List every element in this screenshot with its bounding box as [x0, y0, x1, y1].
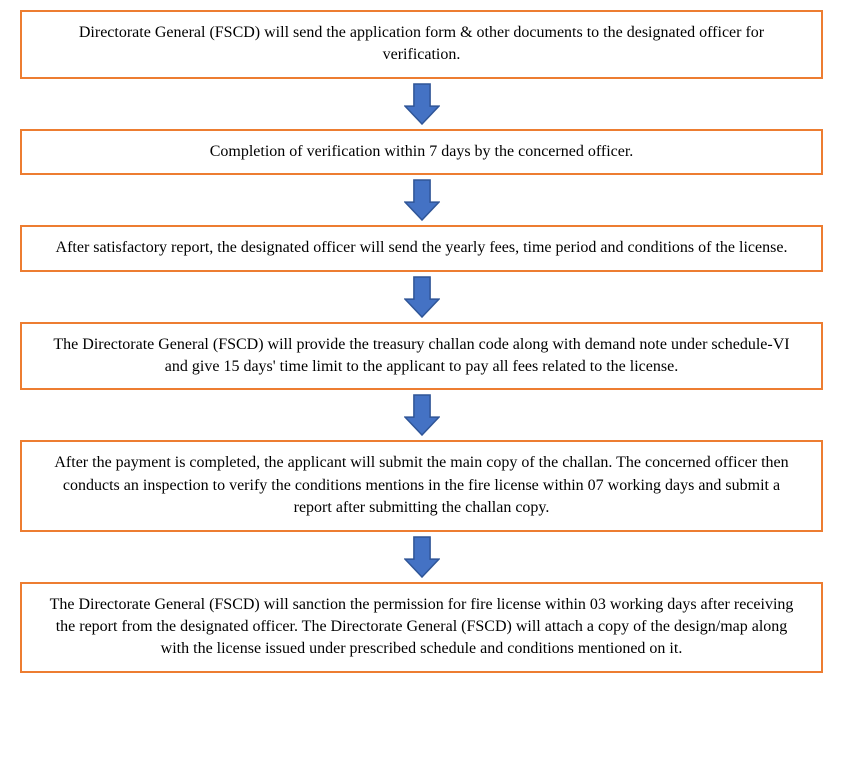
step-box-2: Completion of verification within 7 days… [20, 129, 823, 175]
step-text: Directorate General (FSCD) will send the… [79, 24, 764, 63]
step-text: The Directorate General (FSCD) will sanc… [50, 596, 794, 658]
down-arrow-icon [404, 276, 440, 318]
step-box-4: The Directorate General (FSCD) will prov… [20, 322, 823, 391]
down-arrow-icon [404, 83, 440, 125]
arrow-4 [404, 390, 440, 440]
down-arrow-icon [404, 394, 440, 436]
down-arrow-icon [404, 536, 440, 578]
step-text: Completion of verification within 7 days… [210, 143, 634, 160]
step-box-3: After satisfactory report, the designate… [20, 225, 823, 271]
step-text: After satisfactory report, the designate… [56, 239, 788, 256]
step-text: The Directorate General (FSCD) will prov… [53, 336, 789, 375]
arrow-3 [404, 272, 440, 322]
flowchart-container: Directorate General (FSCD) will send the… [20, 10, 823, 673]
arrow-1 [404, 79, 440, 129]
step-box-1: Directorate General (FSCD) will send the… [20, 10, 823, 79]
step-box-6: The Directorate General (FSCD) will sanc… [20, 582, 823, 673]
step-text: After the payment is completed, the appl… [54, 454, 788, 516]
down-arrow-icon [404, 179, 440, 221]
arrow-2 [404, 175, 440, 225]
step-box-5: After the payment is completed, the appl… [20, 440, 823, 531]
arrow-5 [404, 532, 440, 582]
